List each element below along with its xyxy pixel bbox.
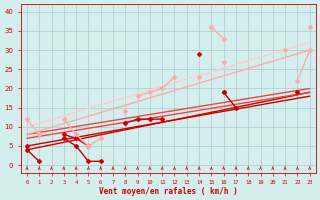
X-axis label: Vent moyen/en rafales ( km/h ): Vent moyen/en rafales ( km/h ) bbox=[99, 187, 238, 196]
